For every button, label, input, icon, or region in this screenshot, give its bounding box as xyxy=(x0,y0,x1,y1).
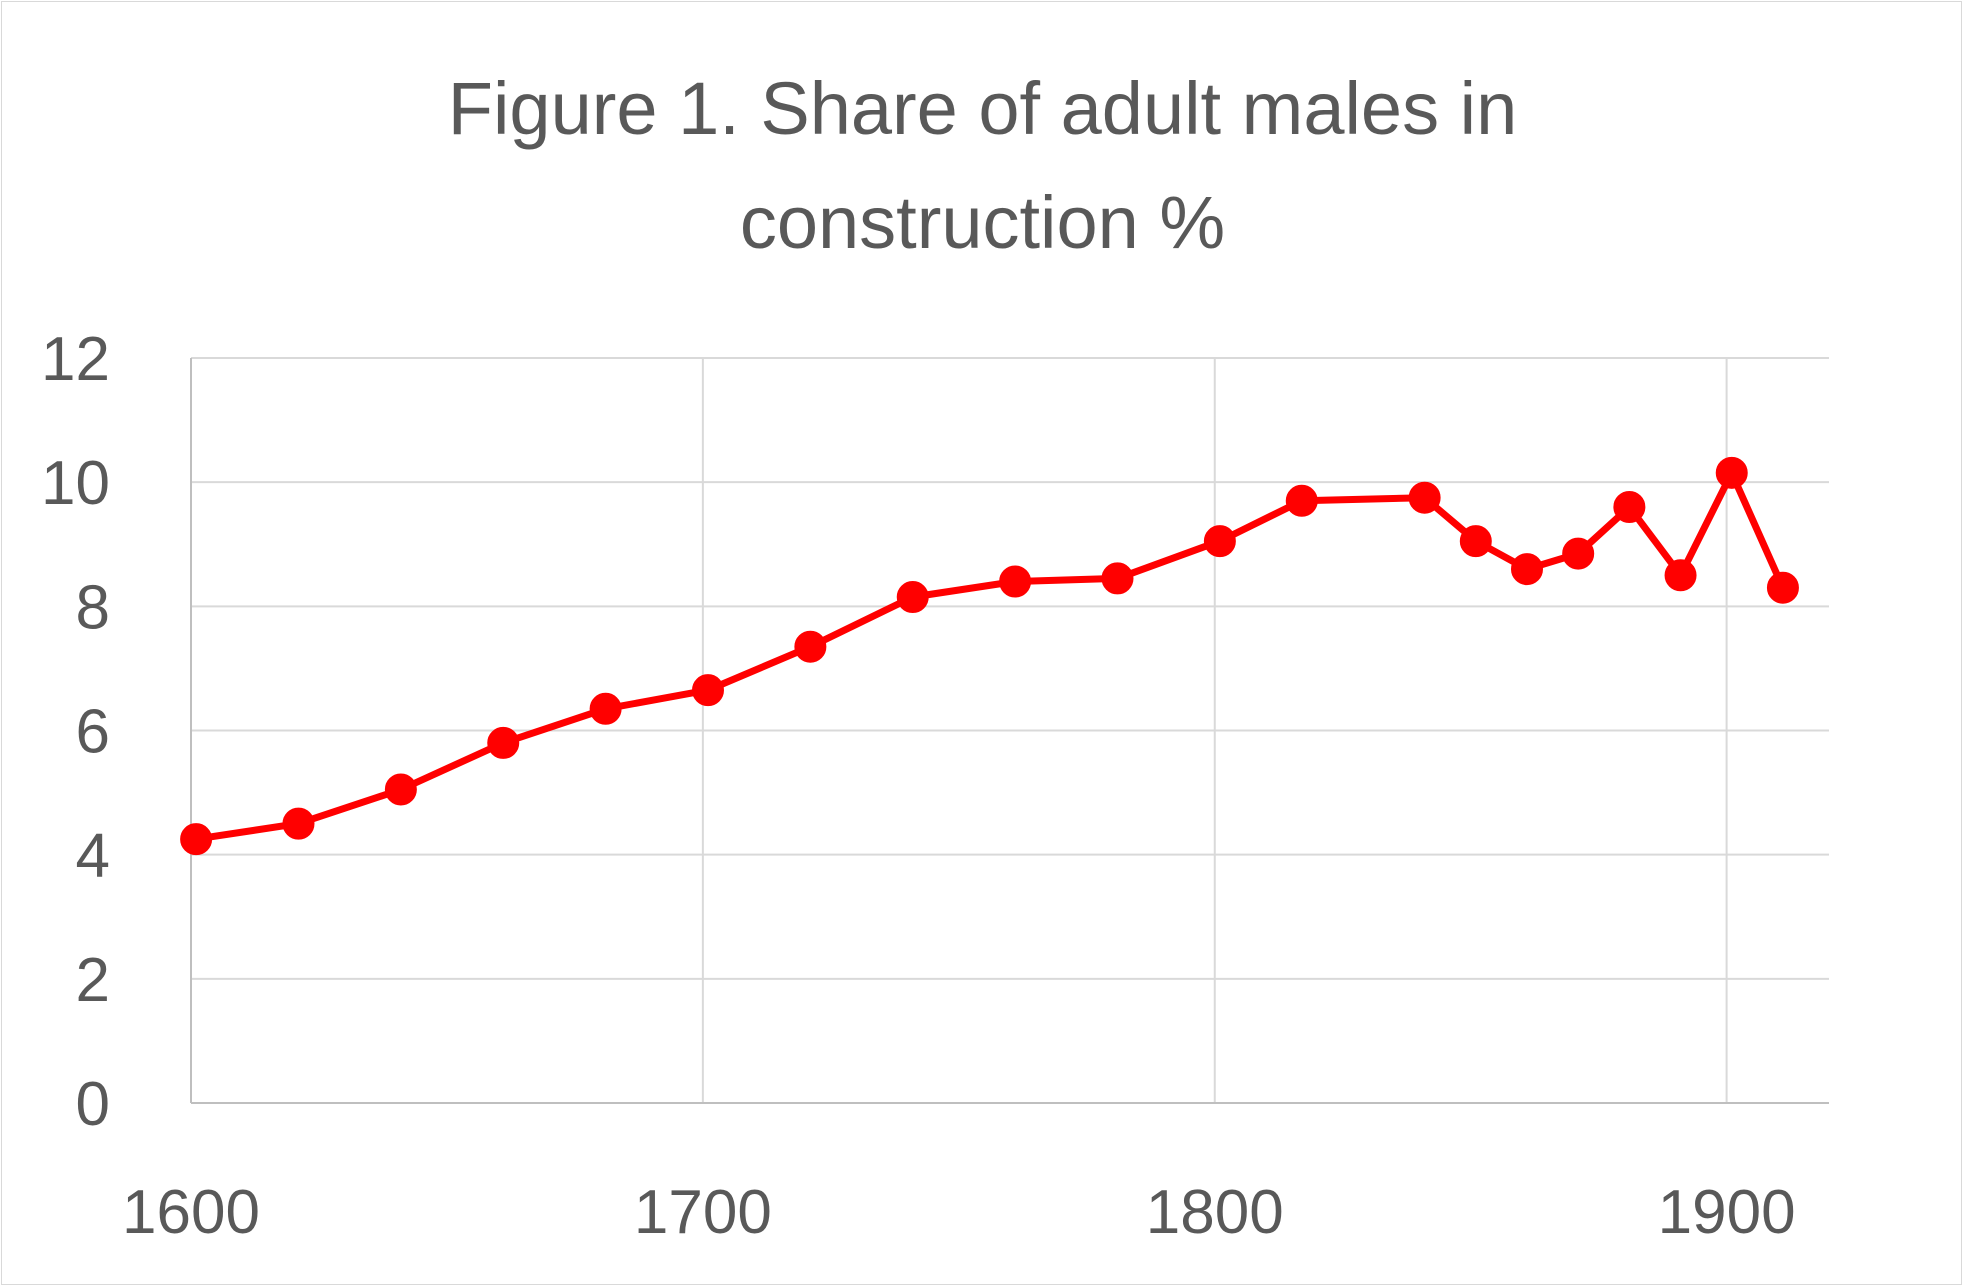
x-tick-label: 1600 xyxy=(122,1178,260,1247)
data-point xyxy=(1715,456,1748,489)
data-point xyxy=(1285,484,1318,517)
data-point xyxy=(896,581,929,614)
y-tick-label: 6 xyxy=(76,698,110,767)
data-point xyxy=(487,726,520,759)
y-tick-label: 10 xyxy=(41,449,110,518)
gridlines xyxy=(191,357,1829,1103)
y-axis-ticks: 0 2 4 6 8 10 12 xyxy=(41,325,110,1139)
chart-title: Figure 1. Share of adult males in constr… xyxy=(0,52,1965,280)
data-point xyxy=(1408,481,1441,514)
y-tick-label: 0 xyxy=(76,1070,110,1139)
series-group xyxy=(180,456,1799,856)
data-point xyxy=(794,630,827,663)
data-point xyxy=(384,773,417,806)
x-tick-label: 1900 xyxy=(1658,1178,1796,1247)
data-point xyxy=(691,674,724,707)
y-tick-label: 2 xyxy=(76,946,110,1015)
axes xyxy=(190,358,1829,1104)
x-axis-ticks: 1600 1700 1800 1900 xyxy=(122,1178,1796,1247)
chart-title-line-1: Figure 1. Share of adult males in xyxy=(447,67,1518,150)
chart-title-line-2: construction % xyxy=(739,181,1226,264)
data-point xyxy=(589,692,622,725)
series-line xyxy=(192,469,1787,843)
data-point xyxy=(1459,525,1492,558)
data-point xyxy=(282,807,315,840)
data-point xyxy=(1101,562,1134,595)
data-point xyxy=(1562,537,1595,570)
x-tick-label: 1800 xyxy=(1146,1178,1284,1247)
data-point xyxy=(1766,571,1799,604)
y-tick-label: 4 xyxy=(76,822,110,891)
y-tick-label: 8 xyxy=(76,573,110,642)
x-tick-label: 1700 xyxy=(634,1178,772,1247)
data-point xyxy=(1203,525,1236,558)
data-point xyxy=(1613,491,1646,523)
data-point xyxy=(1664,559,1697,592)
data-point xyxy=(999,565,1032,598)
y-tick-label: 12 xyxy=(41,325,110,394)
data-point xyxy=(1510,553,1543,586)
data-point xyxy=(180,823,213,856)
